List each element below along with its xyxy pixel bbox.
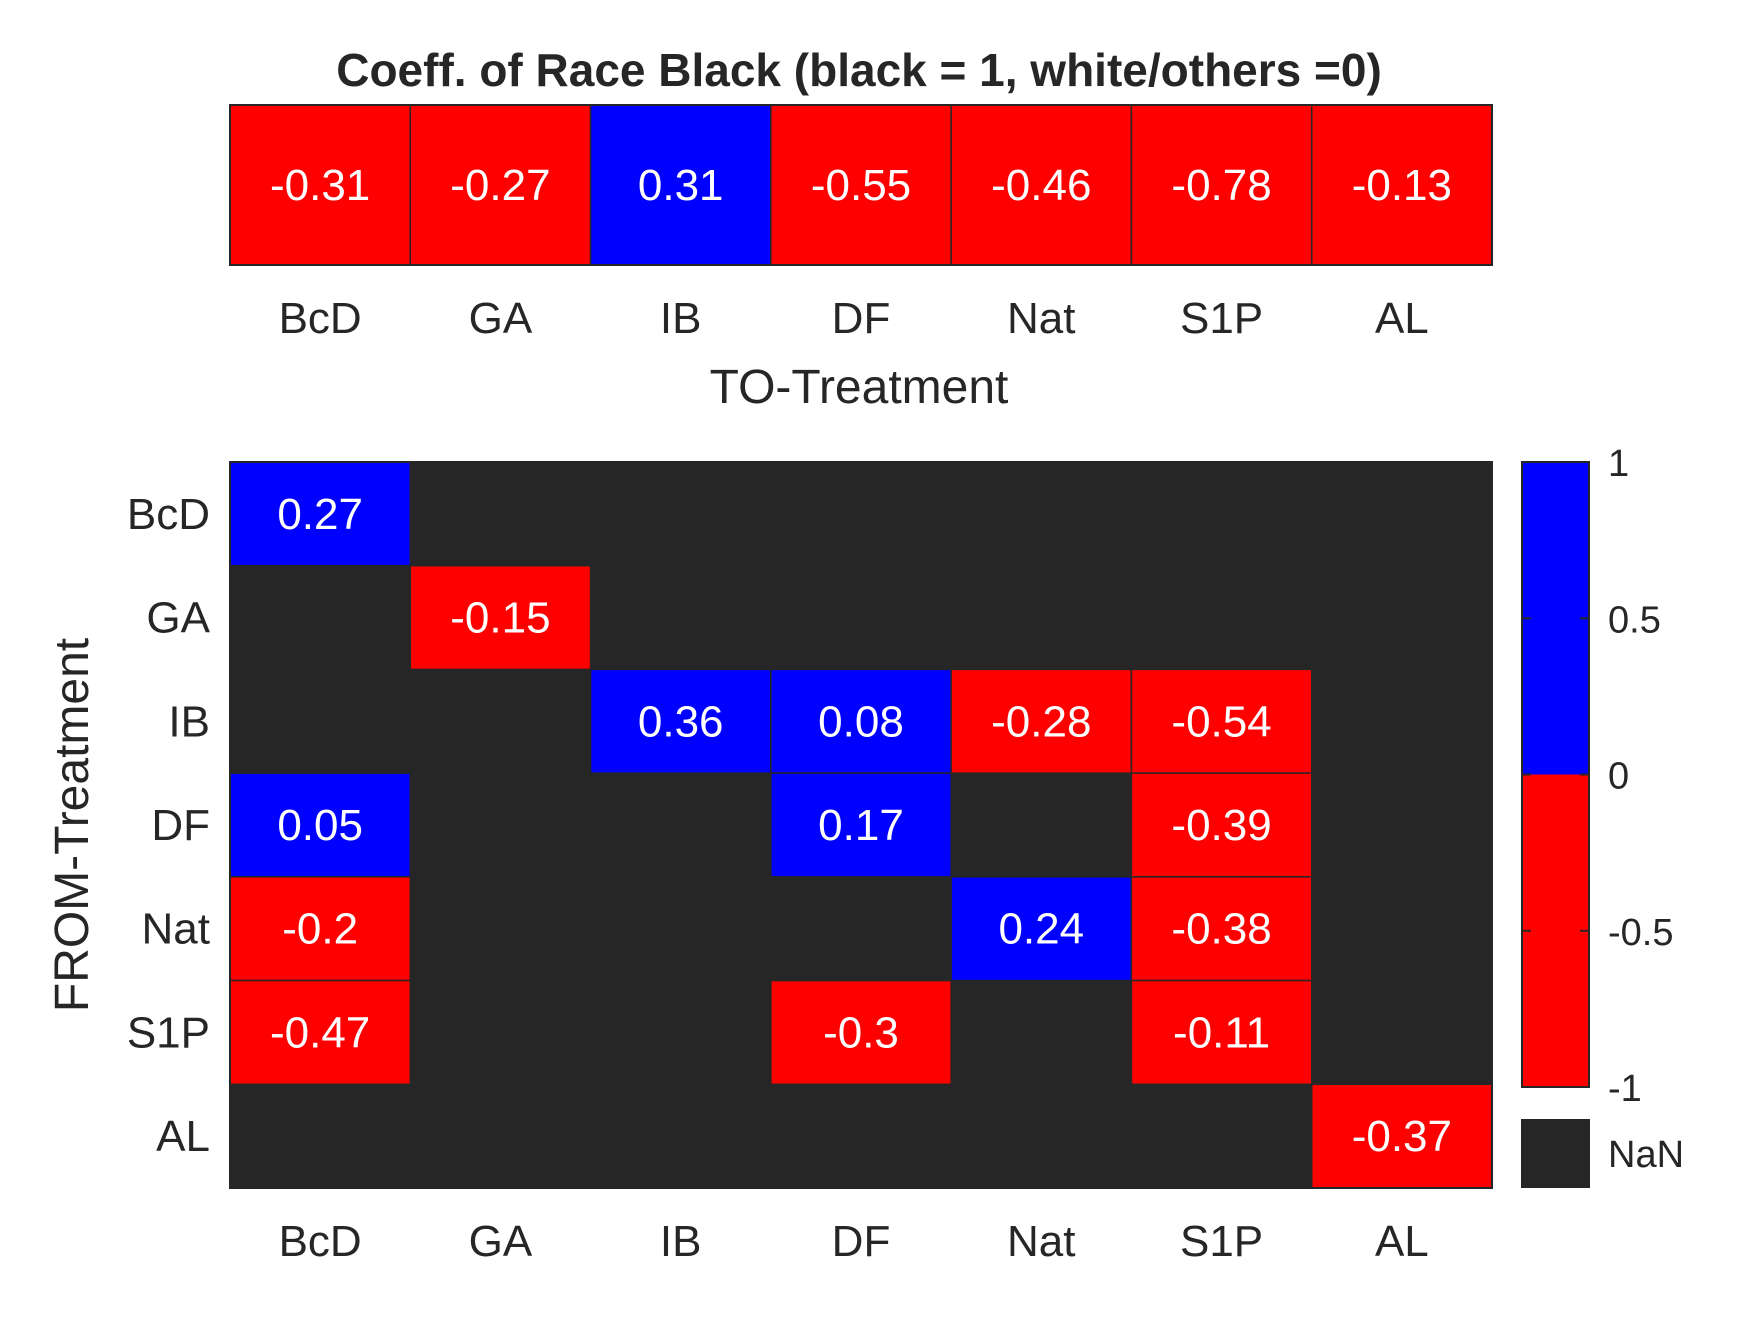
main-cell-GA-GA	[409, 564, 592, 671]
main-cell-label: 0.24	[998, 905, 1084, 954]
main-y-tick-IB: IB	[168, 697, 210, 746]
top-x-tick-BcD: BcD	[279, 294, 362, 343]
main-cell-DF-DF	[770, 772, 952, 878]
main-cell-label: 0.36	[638, 697, 724, 746]
top-x-tick-labels: BcD GA IB DF Nat S1P AL	[279, 294, 1429, 343]
main-x-tick-BcD: BcD	[279, 1217, 362, 1266]
top-heatmap: -0.31 -0.27 0.31 -0.55 -0.46 -0.78 -0.13	[229, 104, 1493, 266]
main-heatmap-frame	[229, 461, 1493, 1189]
main-y-tick-Nat: Nat	[142, 905, 210, 954]
top-heatmap-frame	[229, 104, 1493, 266]
main-y-tick-BcD: BcD	[127, 490, 210, 539]
main-x-tick-Nat: Nat	[1007, 1217, 1075, 1266]
top-cell-label: -0.31	[270, 161, 370, 210]
main-cell-S1P-BcD	[229, 979, 412, 1086]
top-cell-label: -0.46	[991, 161, 1091, 210]
main-cell-label: 0.17	[818, 801, 904, 850]
main-cell-IB-DF	[770, 668, 952, 774]
main-cell-IB-S1P	[1130, 668, 1313, 774]
main-heatmap: 0.27 -0.15 0.36 0.08 -0.28 -0.54 0.05 0.17 -0.39…	[229, 461, 1493, 1189]
nan-legend-label: NaN	[1608, 1134, 1684, 1176]
main-x-tick-IB: IB	[660, 1217, 702, 1266]
colorbar-tick-label: -1	[1608, 1068, 1642, 1110]
main-cell-label: -0.2	[282, 905, 358, 954]
top-x-axis-label: TO-Treatment	[710, 361, 1009, 414]
main-x-tick-AL: AL	[1375, 1217, 1429, 1266]
colorbar-tick-label: 1	[1608, 443, 1629, 485]
main-y-tick-GA: GA	[146, 594, 210, 643]
colorbar-tick-label: 0	[1608, 756, 1629, 798]
top-x-tick-DF: DF	[832, 294, 891, 343]
main-cell-DF-BcD	[229, 772, 412, 878]
main-cell-S1P-S1P	[1130, 979, 1313, 1086]
colorbar-positive	[1522, 462, 1589, 775]
main-cell-label: 0.08	[818, 697, 904, 746]
top-x-tick-AL: AL	[1375, 294, 1429, 343]
main-cell-label: -0.39	[1171, 801, 1271, 850]
main-cell-S1P-DF	[770, 979, 952, 1086]
main-cell-Nat-Nat	[950, 876, 1133, 982]
nan-legend-swatch	[1521, 1119, 1590, 1188]
main-cell-label: -0.54	[1171, 697, 1271, 746]
top-x-tick-IB: IB	[660, 294, 702, 343]
main-y-tick-AL: AL	[156, 1112, 210, 1161]
colorbar-tick-label: -0.5	[1608, 912, 1673, 954]
top-cell-S1P	[1130, 104, 1313, 266]
top-cell-label: 0.31	[638, 161, 724, 210]
main-y-tick-S1P: S1P	[127, 1008, 210, 1057]
top-cell-label: -0.78	[1171, 161, 1271, 210]
top-x-tick-Nat: Nat	[1007, 294, 1075, 343]
chart-title: Coeff. of Race Black (black = 1, white/o…	[336, 44, 1382, 96]
main-x-tick-labels: BcD GA IB DF Nat S1P AL	[279, 1217, 1429, 1266]
main-cell-label: 0.05	[277, 801, 363, 850]
main-cell-Nat-S1P	[1130, 876, 1313, 982]
main-x-tick-S1P: S1P	[1180, 1217, 1263, 1266]
main-x-tick-GA: GA	[469, 1217, 533, 1266]
main-cell-DF-S1P	[1130, 772, 1313, 878]
top-cell-DF	[770, 104, 952, 266]
top-cell-label: -0.27	[450, 161, 550, 210]
top-cell-GA	[409, 104, 592, 266]
main-cell-label: -0.3	[823, 1008, 899, 1057]
main-cell-label: -0.11	[1173, 1008, 1270, 1057]
colorbar-negative	[1522, 774, 1589, 1087]
main-cell-IB-Nat	[950, 668, 1133, 774]
main-x-tick-DF: DF	[832, 1217, 891, 1266]
top-cell-BcD	[229, 104, 412, 266]
top-cell-label: -0.55	[811, 161, 911, 210]
main-cell-label: -0.37	[1352, 1112, 1452, 1161]
main-cell-label: -0.28	[991, 697, 1091, 746]
main-cell-label: -0.47	[270, 1008, 370, 1057]
main-cell-label: -0.38	[1171, 905, 1271, 954]
main-y-tick-labels: BcD GA IB DF Nat S1P AL	[127, 490, 211, 1161]
top-x-tick-GA: GA	[469, 294, 533, 343]
main-y-axis-label: FROM-Treatment	[46, 638, 99, 1012]
top-cell-Nat	[950, 104, 1133, 266]
colorbar-tick-label: 0.5	[1608, 599, 1661, 641]
main-y-tick-DF: DF	[151, 801, 210, 850]
colorbar: 1 0.5 0 -0.5 -1 NaN	[1521, 443, 1684, 1188]
main-cell-label: 0.27	[277, 490, 363, 539]
top-x-tick-S1P: S1P	[1180, 294, 1263, 343]
main-cell-label: -0.15	[450, 594, 550, 643]
top-cell-label: -0.13	[1352, 161, 1452, 210]
